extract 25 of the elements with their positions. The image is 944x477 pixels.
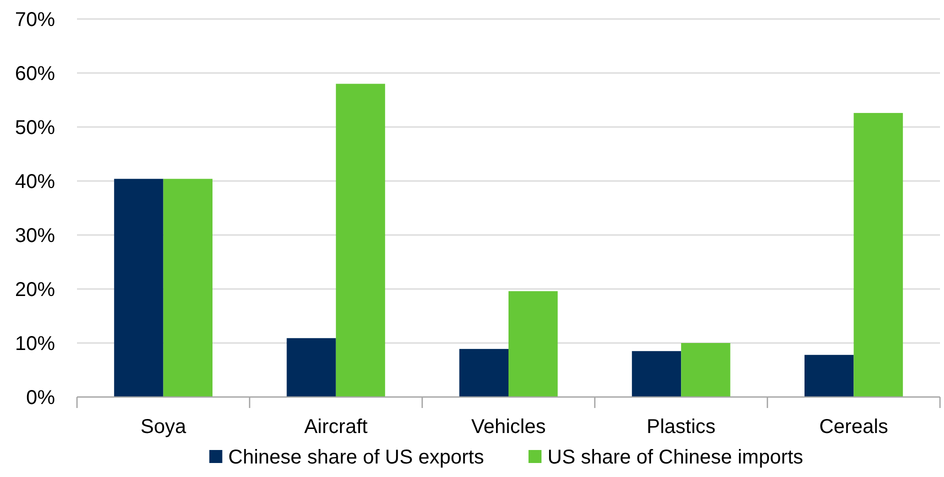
y-tick-label: 30% xyxy=(14,225,56,247)
x-tick-label: Plastics xyxy=(646,416,716,438)
y-tick-label: 10% xyxy=(14,333,56,355)
legend-label: US share of Chinese imports xyxy=(548,446,804,468)
bar xyxy=(508,291,558,397)
bar xyxy=(114,178,164,397)
bar xyxy=(286,338,336,397)
bar xyxy=(163,178,212,397)
x-tick-label: Aircraft xyxy=(304,416,368,438)
bar xyxy=(459,348,508,397)
x-tick-label: Soya xyxy=(140,416,187,438)
bar xyxy=(681,343,730,397)
y-tick-label: 60% xyxy=(14,63,56,85)
y-tick-label: 70% xyxy=(14,9,56,31)
y-tick-label: 0% xyxy=(26,387,56,409)
y-tick-label: 40% xyxy=(14,171,56,193)
y-tick-label: 50% xyxy=(14,117,56,139)
legend-label: Chinese share of US exports xyxy=(228,446,484,468)
x-tick-label: Cereals xyxy=(819,416,888,438)
bar xyxy=(336,84,386,397)
bar xyxy=(854,112,903,397)
x-tick-label: Vehicles xyxy=(471,416,546,438)
bar xyxy=(632,351,682,397)
y-tick-label: 20% xyxy=(14,279,56,301)
bar xyxy=(804,354,854,397)
